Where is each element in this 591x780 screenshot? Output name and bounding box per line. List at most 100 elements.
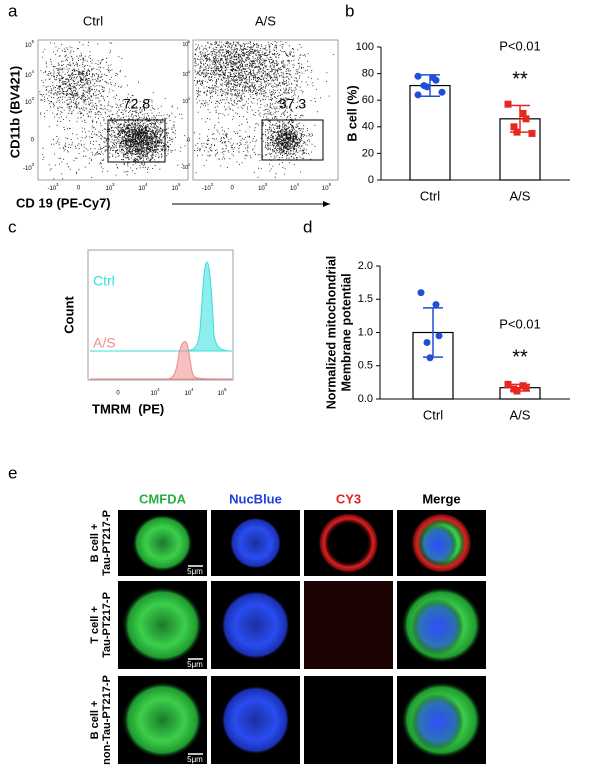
data-point <box>417 289 425 297</box>
arrow-head <box>323 201 330 207</box>
y-tick-label: 0 <box>368 174 374 186</box>
tick-exp: 4 <box>32 69 35 74</box>
data-point <box>504 100 512 108</box>
tick-base: 10 <box>25 43 32 49</box>
tick-exp: 3 <box>32 96 35 101</box>
flow-plot-frame <box>37 39 189 181</box>
tick-label: 104 <box>182 70 190 78</box>
cell-nucleus <box>221 590 290 660</box>
column-header: CMFDA <box>139 491 187 506</box>
column-header: CY3 <box>336 491 361 506</box>
tick-label: 103 <box>182 97 190 105</box>
tick-base: 10 <box>171 186 178 192</box>
tick-exp: 5 <box>178 182 181 187</box>
cell-membrane <box>318 512 379 574</box>
gate-percent: 72.8 <box>123 96 150 112</box>
micrograph <box>304 581 393 669</box>
x-tick-label: A/S <box>510 188 531 203</box>
cell-nucleus <box>229 517 282 569</box>
tick-base: 10 <box>290 186 297 192</box>
tick-label: 104 <box>290 182 300 191</box>
tick-label: 103 <box>25 96 35 105</box>
tick-label: -103 <box>181 163 190 171</box>
cell-membrane <box>411 512 472 574</box>
annotation: ** <box>512 346 528 368</box>
tick-label: 105 <box>25 39 35 48</box>
row-label-line: non-Tau-PT217-P <box>101 675 113 765</box>
tick-base: -10 <box>23 166 32 172</box>
tick-base: -10 <box>202 186 211 192</box>
y-tick-label: 0.5 <box>358 360 373 372</box>
row-label-line: B cell + <box>89 524 101 563</box>
y-axis-label: Membrane potential <box>339 273 353 391</box>
y-axis-label: CD11b (BV421) <box>7 66 22 158</box>
data-point <box>504 380 512 388</box>
x-tick-label: A/S <box>510 407 531 422</box>
plot-title: A/S <box>255 13 276 28</box>
y-tick-label: 1.0 <box>358 326 373 338</box>
tick-exp: 3 <box>56 182 59 187</box>
tick-label: 104 <box>184 387 194 396</box>
tick-base: 10 <box>182 42 188 48</box>
tick-label: 0 <box>31 138 35 144</box>
tick-label: -103 <box>47 182 59 191</box>
tick-label: 0 <box>116 391 120 397</box>
tick-label: -103 <box>23 162 35 171</box>
tick-exp: 4 <box>191 387 194 392</box>
row-label-line: Tau-PT217-P <box>101 592 113 658</box>
gate-percent: 37.3 <box>279 96 306 112</box>
x-tick-label: Ctrl <box>420 188 440 203</box>
y-tick-label: 100 <box>356 41 374 53</box>
panel-letter: b <box>345 1 354 20</box>
tick-exp: 3 <box>188 97 190 101</box>
histogram-curve <box>90 261 233 352</box>
gate <box>107 119 166 163</box>
event-dots <box>39 41 188 180</box>
tick-label: 0 <box>77 186 81 192</box>
scale-bar-label: 5μm <box>187 567 203 576</box>
data-point <box>510 123 518 131</box>
gate <box>261 119 324 161</box>
y-axis-label: Count <box>61 296 76 334</box>
y-tick-label: 40 <box>362 121 374 133</box>
tick-base: 10 <box>150 391 157 397</box>
panel-letter: e <box>8 463 17 482</box>
tick-label: 104 <box>25 69 35 78</box>
tick-exp: 5 <box>329 182 332 187</box>
panel-letter: c <box>8 217 17 236</box>
row-label-line: B cell + <box>89 701 101 740</box>
column-header: NucBlue <box>229 491 282 506</box>
data-point <box>438 88 446 96</box>
tick-label: 103 <box>105 182 115 191</box>
tick-label: 105 <box>322 182 332 191</box>
y-tick-label: 0.0 <box>358 393 373 405</box>
cell-nucleus <box>411 598 464 656</box>
event-dots <box>194 41 334 178</box>
data-point <box>519 110 527 117</box>
tick-exp: 4 <box>145 182 148 187</box>
y-tick-label: 60 <box>362 94 374 106</box>
series-label: A/S <box>93 335 116 351</box>
data-point <box>435 332 443 340</box>
y-axis-label: B cell (%) <box>345 85 359 141</box>
row-label: T cell +Tau-PT217-P <box>89 592 113 658</box>
data-point <box>423 83 431 91</box>
data-point <box>528 129 536 137</box>
row-label-line: Tau-PT217-P <box>101 510 113 576</box>
scale-bar-label: 5μm <box>187 660 203 669</box>
row-label: B cell +Tau-PT217-P <box>89 510 113 576</box>
cell-nucleus <box>411 693 464 751</box>
data-point <box>414 72 422 80</box>
tick-label: -103 <box>202 182 214 191</box>
tick-base: 10 <box>25 100 32 106</box>
micrograph <box>304 676 393 764</box>
x-tick-label: Ctrl <box>423 407 443 422</box>
tick-label: 103 <box>258 182 268 191</box>
y-tick-label: 20 <box>362 147 374 159</box>
data-point <box>423 338 431 346</box>
tick-base: 10 <box>184 391 191 397</box>
column-header: Merge <box>422 491 460 506</box>
tick-base: 10 <box>182 72 188 78</box>
tick-base: -10 <box>47 186 56 192</box>
tick-label: 105 <box>217 387 227 396</box>
